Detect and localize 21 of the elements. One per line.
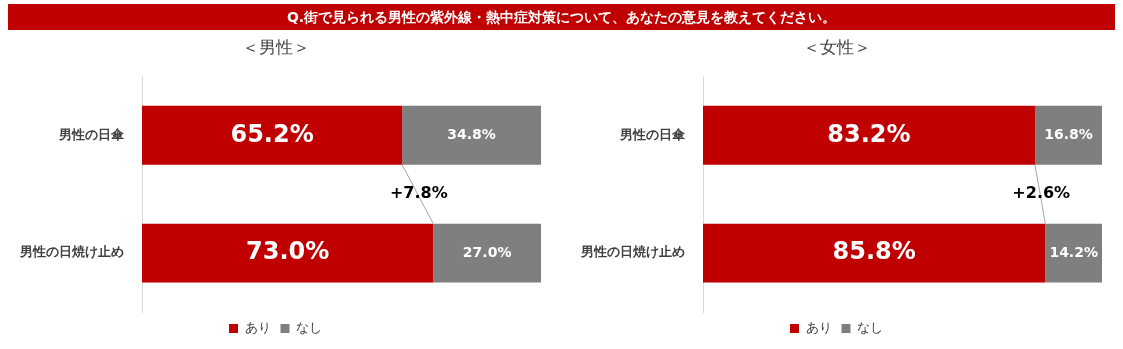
annotation: +2.6%: [1012, 183, 1071, 203]
data-label: 83.2%: [827, 119, 911, 148]
data-label: 34.8%: [447, 125, 496, 142]
text: Q.街で見られる男性の紫外線・熱中症対策について、あなたの意見を教えてください。: [8, 4, 1115, 30]
annotation: +7.8%: [389, 183, 448, 203]
data-label: 27.0%: [462, 243, 512, 260]
legend-label: あり: [244, 319, 271, 335]
chart-title: ＜男性＞: [241, 36, 310, 57]
legend-label: あり: [805, 319, 832, 335]
legend-label: なし: [296, 319, 322, 335]
data-label: 65.2%: [230, 119, 314, 148]
data-label: 14.2%: [1049, 243, 1098, 260]
y-tick-label: 男性の日傘: [58, 126, 125, 142]
data-label: 73.0%: [246, 237, 330, 266]
data-label: 85.8%: [832, 237, 916, 266]
data-label: 16.8%: [1044, 125, 1093, 142]
y-tick-label: 男性の日傘: [619, 126, 686, 142]
y-tick-label: 男性の日焼け止め: [580, 244, 685, 260]
chart-title: ＜女性＞: [802, 36, 871, 57]
y-tick-label: 男性の日焼け止め: [19, 244, 124, 260]
legend-label: なし: [857, 319, 883, 335]
